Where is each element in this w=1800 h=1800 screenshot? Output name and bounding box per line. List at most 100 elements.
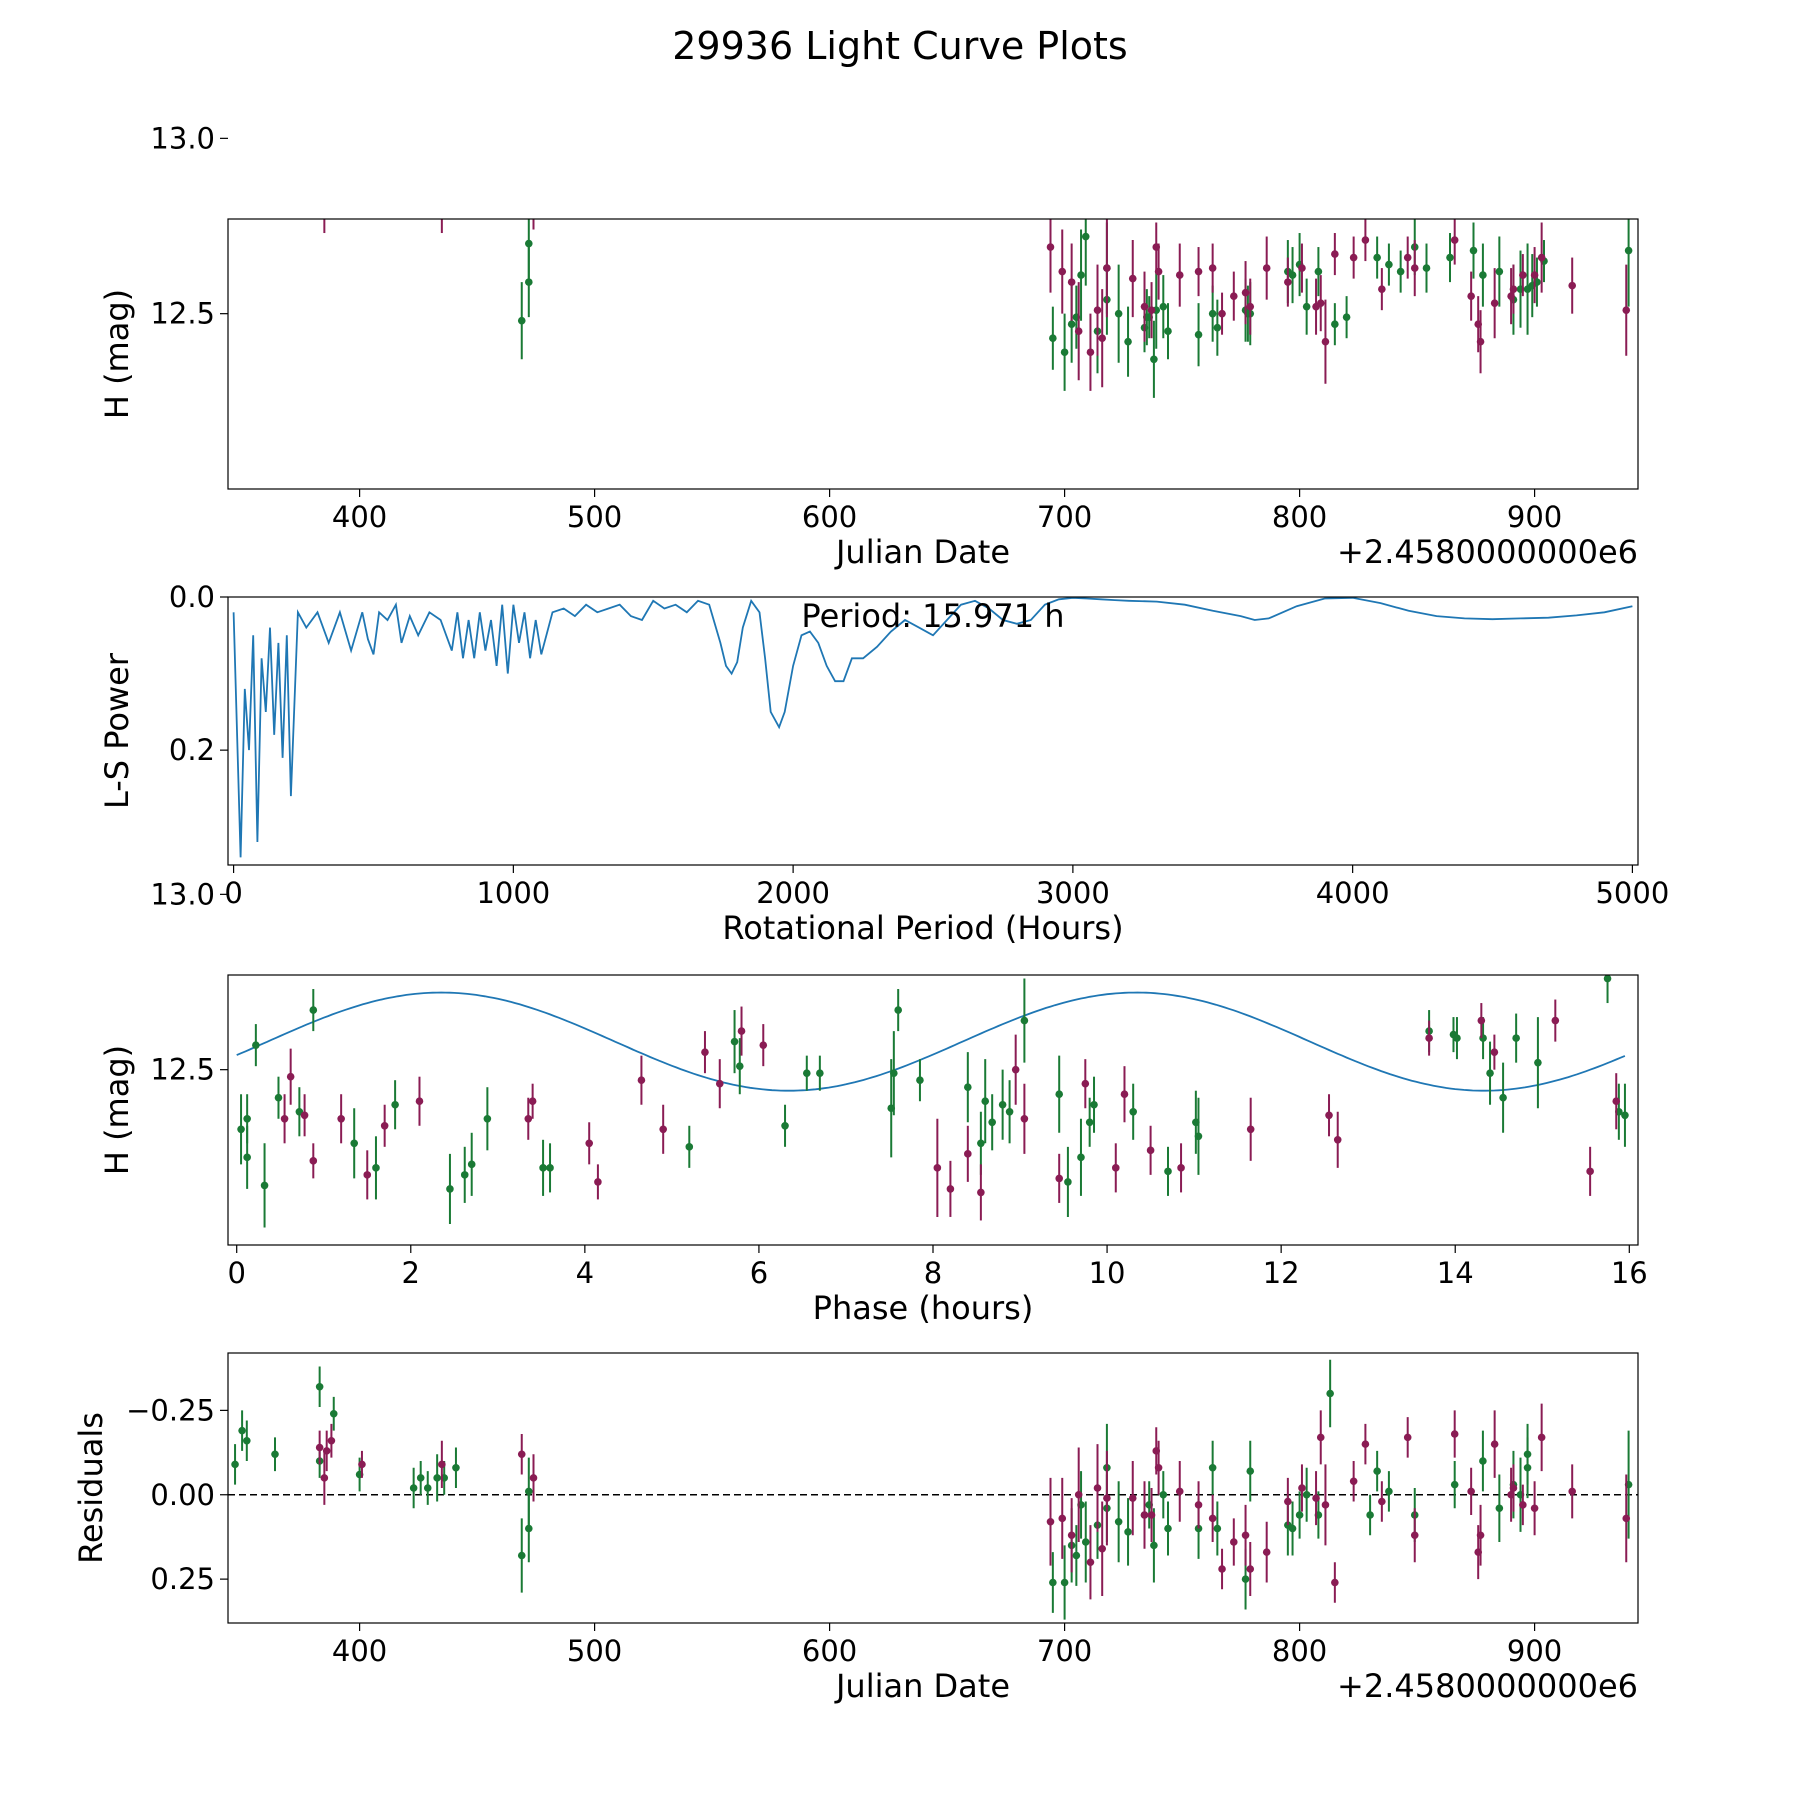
periodogram-ylabel: L-S Power — [98, 652, 136, 809]
light-curve-panel: Julian Date H (mag) +2.4580000000e6 400 5… — [98, 121, 1639, 571]
data-point — [529, 1474, 538, 1482]
phased-ylabel: H (mag) — [98, 1045, 136, 1175]
data-point — [1331, 1578, 1339, 1587]
data-point — [1074, 327, 1083, 336]
data-point — [1218, 1565, 1226, 1573]
light-curve-axes-frame — [227, 218, 1639, 490]
data-point — [416, 1474, 425, 1482]
phased-xtick-label: 14 — [1437, 1256, 1474, 1290]
data-point — [1164, 327, 1172, 336]
residuals-xtick-label: 700 — [1037, 1634, 1092, 1668]
data-point — [1085, 1118, 1094, 1127]
data-point — [358, 184, 366, 192]
data-point — [659, 1125, 667, 1134]
light-curve-ytick-label: 12.5 — [150, 297, 215, 331]
data-point — [1530, 1504, 1539, 1513]
data-point — [946, 1185, 955, 1193]
data-point — [1622, 1514, 1631, 1523]
data-point — [1331, 250, 1339, 258]
light-curve-series-green — [238, 156, 1633, 398]
data-point — [1140, 1511, 1149, 1519]
data-point — [1164, 1167, 1172, 1176]
periodogram-ytick-label: 0.2 — [169, 733, 215, 767]
data-point — [1490, 1440, 1499, 1448]
data-point — [380, 1121, 389, 1130]
residuals-plot-area — [228, 1359, 1638, 1620]
data-point — [781, 1121, 789, 1130]
phased-xtick-label: 2 — [402, 1256, 420, 1290]
data-point — [1326, 1389, 1334, 1398]
data-point — [1055, 1174, 1064, 1183]
data-point — [1586, 1167, 1594, 1176]
data-point — [1479, 271, 1487, 279]
data-point — [1150, 1541, 1158, 1550]
data-point — [701, 1048, 709, 1056]
phased-data-layer — [236, 975, 1629, 1228]
data-point — [981, 1097, 990, 1106]
phased-panel: Phase (hours) H (mag) 0 2 4 6 8 10 12 14 16 12.5 1… — [98, 877, 1648, 1327]
data-point — [363, 1171, 372, 1179]
data-point — [1446, 253, 1454, 262]
phased-xtick-label: 8 — [924, 1256, 942, 1290]
data-point — [977, 1188, 985, 1197]
data-point — [1476, 337, 1485, 346]
data-point — [318, 156, 326, 164]
data-point — [243, 1436, 251, 1445]
data-point — [1284, 1497, 1292, 1506]
data-point — [280, 1114, 289, 1123]
data-point — [1046, 1517, 1055, 1526]
data-point — [274, 1093, 283, 1102]
data-point — [316, 177, 324, 185]
periodogram-xtick-label: 3000 — [1036, 876, 1110, 910]
data-point — [483, 1114, 492, 1123]
periodogram-xtick-label: 5000 — [1595, 876, 1669, 910]
residuals-ylabel: Residuals — [72, 1412, 110, 1564]
data-point — [1509, 285, 1518, 293]
data-point — [391, 1100, 399, 1109]
figure-title: 29936 Light Curve Plots — [672, 24, 1128, 68]
data-point — [759, 1041, 768, 1049]
data-point — [1011, 1065, 1020, 1074]
light-curve-xtick-label: 600 — [802, 500, 857, 534]
data-point — [517, 1450, 526, 1459]
phased-xtick-label: 16 — [1611, 1256, 1648, 1290]
phased-series-purple — [280, 999, 1621, 1221]
data-point — [237, 1125, 245, 1134]
periodogram-xtick-label: 1000 — [476, 876, 550, 910]
data-point — [238, 159, 246, 167]
data-point — [1055, 1090, 1064, 1099]
data-point — [452, 194, 460, 202]
data-point — [1218, 309, 1226, 318]
data-point — [1060, 1578, 1069, 1587]
data-point — [1046, 243, 1055, 251]
data-point — [440, 184, 448, 192]
data-point — [271, 173, 279, 181]
data-point — [1403, 1433, 1412, 1442]
periodogram-xtick-label: 0 — [224, 876, 242, 910]
data-point — [1081, 1079, 1090, 1088]
data-point — [1058, 267, 1067, 276]
data-point — [1175, 1487, 1184, 1496]
data-point — [1314, 267, 1323, 276]
data-point — [1020, 1016, 1029, 1025]
data-point — [1361, 236, 1370, 244]
data-point — [1361, 1440, 1370, 1448]
data-point — [1479, 1457, 1487, 1465]
data-point — [1331, 320, 1339, 328]
data-point — [322, 1447, 331, 1455]
data-point — [436, 191, 444, 199]
data-point — [1333, 1136, 1342, 1144]
data-point — [1534, 1058, 1542, 1067]
data-point — [300, 1111, 309, 1120]
data-point — [1230, 292, 1238, 300]
data-point — [517, 1551, 526, 1560]
data-point — [1530, 271, 1539, 279]
data-point — [890, 1069, 898, 1077]
data-point — [1074, 1490, 1083, 1499]
data-point — [350, 1139, 359, 1148]
data-point — [433, 1474, 441, 1482]
data-point — [286, 1072, 295, 1081]
data-point — [1321, 1501, 1330, 1509]
data-point — [446, 1185, 454, 1193]
phased-ytick-label: 12.5 — [150, 1053, 215, 1087]
